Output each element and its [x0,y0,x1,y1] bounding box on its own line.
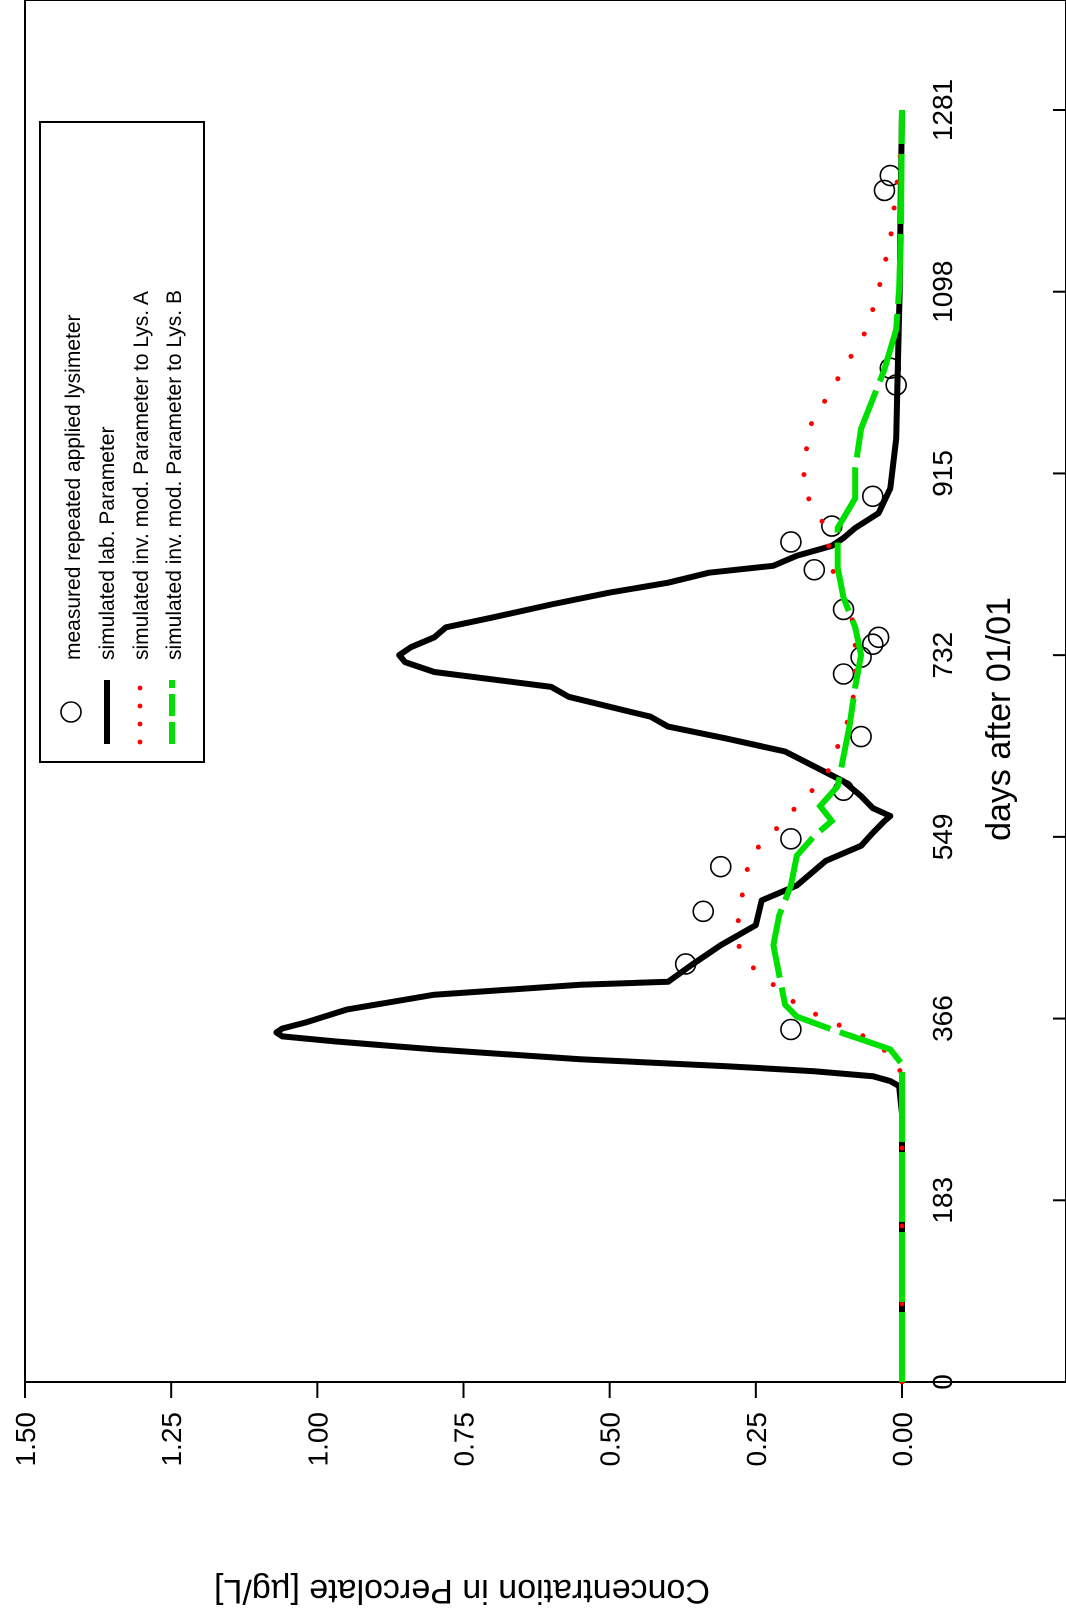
measured-point [780,531,802,553]
legend-label-lys-a: simulated inv. mod. Parameter to Lys. A [130,291,153,660]
legend-label-measured: measured repeated applied lysimeter [62,314,85,660]
measured-point [861,485,884,508]
y-tick-label: 1.50 [10,1412,41,1467]
measured-point [709,855,732,878]
y-tick-label: 0.75 [449,1412,480,1467]
y-tick-label: 0.50 [595,1412,626,1467]
y-tick-label: 1.25 [156,1412,187,1467]
legend-box [39,121,205,763]
measured-point [780,828,802,850]
x-tick-label: 1098 [927,261,958,323]
x-tick-label: 732 [927,632,958,679]
measured-point [692,900,715,923]
measured-point [873,179,896,202]
legend: measured repeated applied lysimeter simu… [39,121,205,763]
x-tick-label: 915 [927,450,958,497]
x-tick-label: 366 [927,995,958,1042]
y-tick-label: 0.25 [741,1412,772,1467]
ticks-layer: 0 183 366 549 732 915 1098 1281 0.00 0.25 0.50 0.75… [10,79,1066,1467]
measured-point [832,663,855,685]
lys-b-line [770,109,905,1382]
plot-area-frame [24,0,1066,1383]
legend-label-lys-b: simulated inv. mod. Parameter to Lys. B [163,290,186,660]
legend-marker-lys-a [137,685,143,745]
measured-point [780,1018,802,1041]
measured-point [861,633,884,656]
x-tick-label: 549 [927,813,958,860]
lab-line [273,109,905,1382]
legend-marker-measured [60,701,82,723]
lys-a-line [735,138,905,1385]
y-tick-label: 0.00 [887,1412,918,1467]
y-tick-label: 1.00 [302,1412,333,1467]
legend-label-lab: simulated lab. Parameter [96,427,119,660]
series-layer [273,109,907,1385]
x-axis-label: days after 01/01 [980,597,1018,841]
x-tick-label: 0 [927,1374,958,1390]
y-axis-label: Concentration in Percolate [µg/L] [214,1572,710,1610]
measured-point [850,725,872,748]
measured-point [803,558,826,581]
x-tick-label: 1281 [927,79,958,141]
x-tick-label: 183 [927,1177,958,1224]
measured-point [867,626,890,649]
